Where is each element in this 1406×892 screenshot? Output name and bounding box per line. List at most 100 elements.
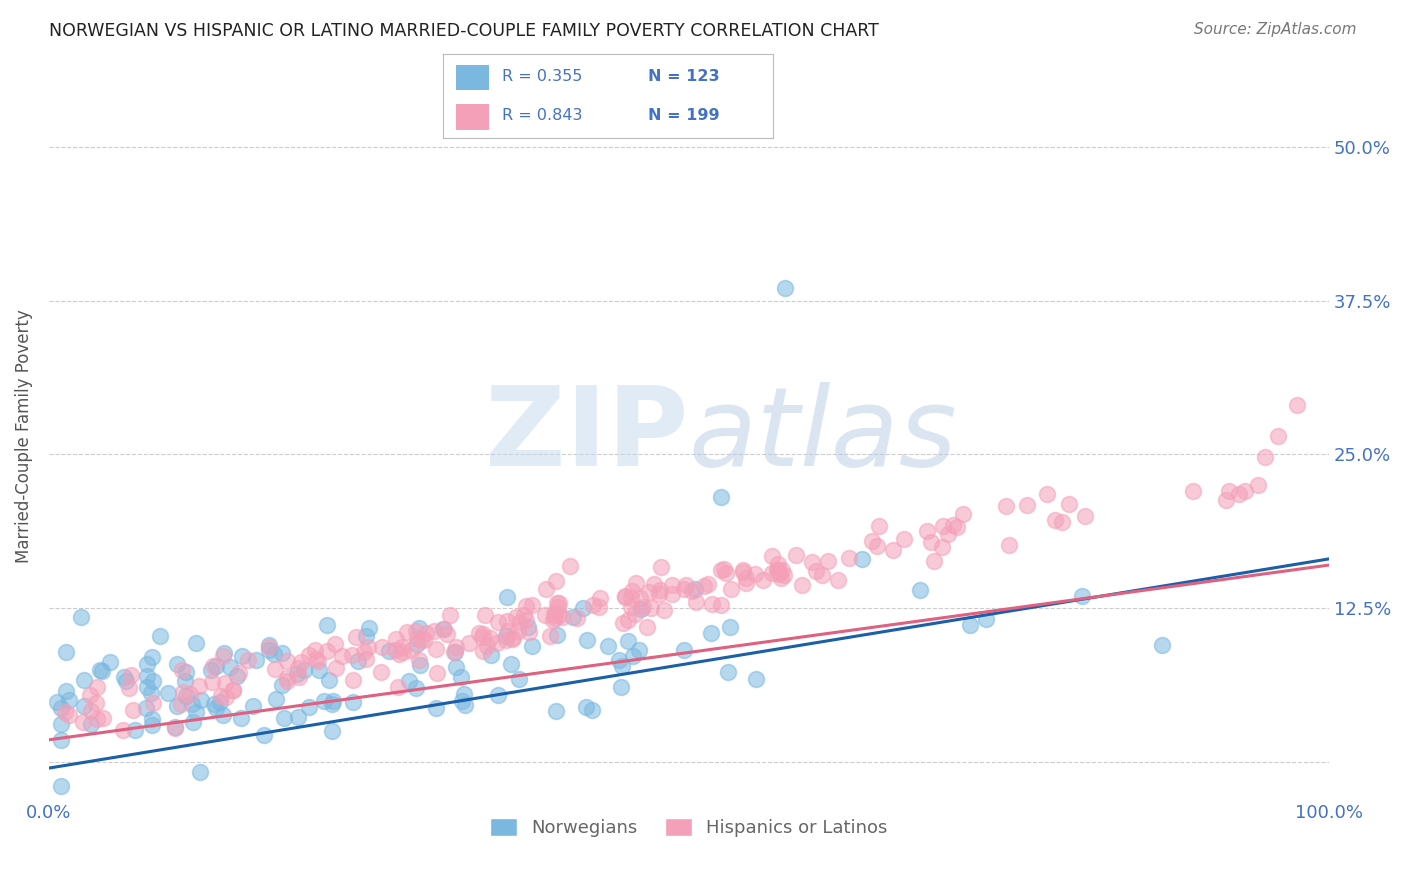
Point — [443, 645, 465, 659]
Point — [115, 673, 138, 688]
Point — [1043, 513, 1066, 527]
Point — [766, 563, 789, 577]
Point — [616, 634, 638, 648]
Point — [610, 680, 633, 694]
Point — [406, 631, 429, 645]
Point — [51, 701, 73, 715]
Point — [910, 582, 932, 597]
Point — [720, 582, 742, 596]
Point — [495, 628, 517, 642]
Point — [305, 652, 328, 666]
Point — [245, 653, 267, 667]
Point — [276, 671, 298, 685]
Point — [276, 654, 298, 668]
Point — [827, 573, 849, 587]
Point — [598, 639, 620, 653]
Point — [58, 708, 80, 723]
Point — [141, 712, 163, 726]
Point — [502, 631, 524, 645]
Point — [1074, 508, 1097, 523]
Point — [538, 629, 561, 643]
Point — [370, 665, 392, 680]
Bar — [456, 64, 489, 90]
Point — [359, 621, 381, 635]
Point — [575, 700, 598, 714]
Point — [325, 637, 347, 651]
Point — [450, 670, 472, 684]
Point — [501, 632, 523, 646]
Point — [683, 582, 706, 597]
Point — [544, 611, 567, 625]
Point — [496, 624, 519, 638]
Point — [697, 577, 720, 591]
Point — [1233, 484, 1256, 499]
Point — [851, 552, 873, 566]
Point — [624, 607, 647, 621]
Point — [166, 657, 188, 672]
Bar — [456, 104, 489, 130]
Point — [181, 698, 204, 712]
Point — [439, 608, 461, 623]
Point — [643, 577, 665, 591]
Point — [543, 613, 565, 627]
Point — [174, 665, 197, 680]
Point — [378, 644, 401, 658]
Point — [519, 625, 541, 640]
Point — [46, 695, 69, 709]
Point — [405, 624, 427, 638]
Point — [471, 630, 494, 644]
Point — [942, 517, 965, 532]
Point — [69, 610, 91, 624]
Legend: Norwegians, Hispanics or Latinos: Norwegians, Hispanics or Latinos — [482, 811, 896, 844]
Point — [543, 608, 565, 623]
Point — [581, 703, 603, 717]
Point — [865, 540, 887, 554]
Point — [457, 636, 479, 650]
Point — [318, 673, 340, 688]
Point — [225, 669, 247, 683]
Point — [257, 640, 280, 654]
Point — [111, 723, 134, 737]
Point — [495, 633, 517, 648]
Text: atlas: atlas — [689, 383, 957, 490]
Point — [544, 704, 567, 718]
Point — [616, 613, 638, 627]
Point — [321, 724, 343, 739]
Point — [384, 643, 406, 657]
Point — [486, 688, 509, 702]
Point — [169, 697, 191, 711]
Point — [810, 567, 832, 582]
Point — [932, 519, 955, 533]
Point — [405, 681, 427, 695]
Point — [55, 645, 77, 659]
Point — [53, 705, 76, 719]
Point — [307, 654, 329, 668]
Point — [589, 591, 612, 605]
Point — [212, 646, 235, 660]
Point — [166, 699, 188, 714]
Point — [73, 673, 96, 688]
Point — [471, 644, 494, 658]
Point — [745, 673, 768, 687]
Point — [209, 689, 232, 703]
Point — [49, 733, 72, 747]
Point — [817, 554, 839, 568]
Point — [371, 640, 394, 655]
Point — [263, 647, 285, 661]
Point — [321, 697, 343, 711]
Point — [571, 601, 593, 615]
Point — [172, 685, 194, 699]
Point — [1152, 638, 1174, 652]
Point — [165, 720, 187, 734]
Point — [436, 627, 458, 641]
Point — [496, 590, 519, 604]
Point — [316, 643, 339, 657]
Point — [769, 571, 792, 585]
Point — [80, 705, 103, 719]
Point — [142, 696, 165, 710]
Point — [952, 507, 974, 521]
Point — [612, 615, 634, 630]
Point — [661, 578, 683, 592]
Point — [1070, 589, 1092, 603]
Point — [444, 660, 467, 674]
